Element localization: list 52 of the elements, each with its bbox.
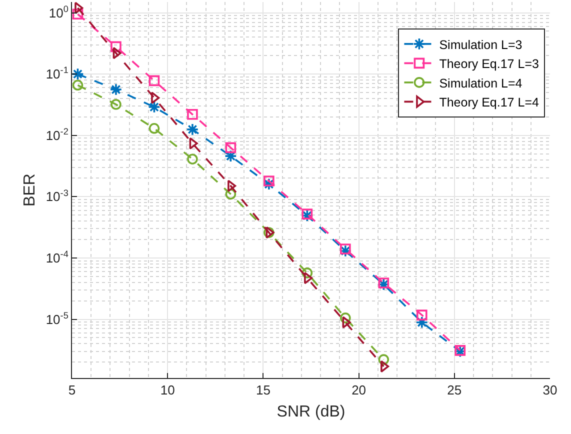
x-tick-label: 5	[68, 382, 76, 398]
point	[228, 180, 236, 192]
x-tick-label: 10	[160, 382, 175, 398]
point	[302, 208, 313, 220]
point	[377, 278, 390, 291]
point	[74, 2, 84, 14]
point	[148, 75, 160, 86]
x-axis-title: SNR (dB)	[276, 403, 346, 420]
point	[148, 100, 161, 114]
point	[262, 178, 276, 190]
point	[189, 137, 198, 150]
y-tick-label: 10$^{-1}$	[46, 65, 68, 82]
point	[72, 8, 84, 20]
y-tick-label: 10$^{-2}$	[46, 126, 68, 143]
point	[224, 150, 237, 162]
point	[187, 108, 198, 120]
point	[151, 92, 160, 104]
y-tick-label: 10$^{-5}$	[46, 310, 68, 327]
legend-label: Simulation L=4	[439, 76, 522, 90]
point	[72, 68, 84, 80]
y-tick-label: 10$^{-4}$	[46, 249, 68, 266]
point	[302, 268, 313, 278]
legend-label: Simulation L=3	[439, 38, 522, 52]
x-tick-label: 25	[447, 382, 462, 398]
point	[339, 244, 352, 258]
point	[300, 209, 314, 222]
point	[378, 354, 390, 365]
y-axis-title: BER	[22, 174, 39, 206]
point	[416, 310, 428, 320]
legend-label: Theory Eq.17 L=3	[439, 57, 539, 72]
y-tick-label: 10$^{-3}$	[46, 188, 68, 204]
point	[340, 312, 351, 324]
point	[186, 123, 199, 136]
point	[112, 47, 122, 60]
point	[187, 154, 198, 165]
point	[110, 99, 122, 110]
legend-label: Theory Eq.17 L=4	[439, 96, 539, 110]
point	[225, 188, 236, 200]
point	[378, 278, 390, 288]
point	[225, 142, 236, 154]
x-tick-label: 30	[542, 382, 558, 398]
point	[148, 122, 160, 134]
point	[342, 316, 351, 328]
point	[340, 244, 351, 254]
point	[72, 80, 84, 91]
point	[110, 83, 122, 96]
x-tick-label: 15	[256, 382, 270, 398]
point	[264, 176, 274, 186]
x-tick-label: 20	[352, 382, 366, 398]
y-tick-label: 10$^{0}$	[48, 4, 68, 20]
point	[416, 316, 428, 329]
point	[110, 41, 122, 52]
